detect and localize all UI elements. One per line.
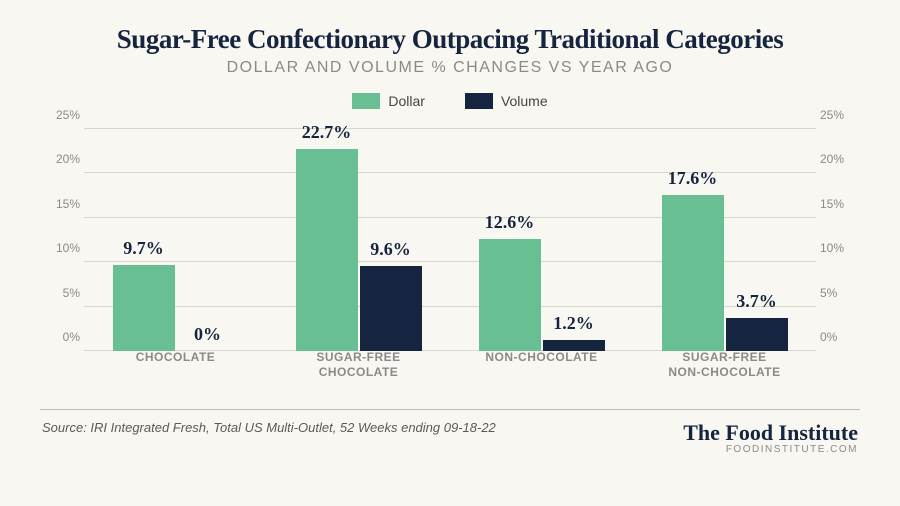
ytick-left: 0%: [40, 330, 80, 344]
legend-swatch-dollar: [352, 93, 380, 109]
plot: 9.7%0%22.7%9.6%12.6%1.2%17.6%3.7%: [84, 129, 816, 351]
brand-name: The Food Institute: [683, 420, 858, 446]
ytick-right: 0%: [820, 330, 860, 344]
legend-item-volume: Volume: [465, 93, 548, 109]
bar-value-label: 3.7%: [697, 291, 817, 312]
x-category-label: NON-CHOCOLATE: [450, 350, 633, 379]
legend: Dollar Volume: [40, 93, 860, 109]
bar-group: 9.7% 0%: [84, 129, 267, 351]
bar-volume: 9.6%: [360, 266, 422, 351]
bar-value-label: 17.6%: [633, 168, 753, 189]
bar-groups: 9.7%0%22.7%9.6%12.6%1.2%17.6%3.7%: [84, 129, 816, 351]
ytick-right: 5%: [820, 286, 860, 300]
ytick-right: 20%: [820, 152, 860, 166]
legend-label-volume: Volume: [501, 93, 548, 109]
bar-dollar: 17.6%: [662, 195, 724, 351]
bar-group: 12.6% 1.2%: [450, 129, 633, 351]
ytick-right: 10%: [820, 241, 860, 255]
legend-label-dollar: Dollar: [388, 93, 425, 109]
bar-value-label: 1.2%: [514, 313, 634, 334]
ytick-left: 20%: [40, 152, 80, 166]
ytick-right: 25%: [820, 108, 860, 122]
bar-value-label: 9.7%: [84, 238, 204, 259]
legend-item-dollar: Dollar: [352, 93, 425, 109]
chart-area: 9.7%0%22.7%9.6%12.6%1.2%17.6%3.7% CHOCOL…: [40, 129, 860, 379]
ytick-right: 15%: [820, 197, 860, 211]
bar-value-label: 12.6%: [450, 212, 570, 233]
legend-swatch-volume: [465, 93, 493, 109]
footer: Source: IRI Integrated Fresh, Total US M…: [40, 420, 860, 455]
x-category-label: SUGAR-FREENON-CHOCOLATE: [633, 350, 816, 379]
bar-value-label: 9.6%: [331, 239, 451, 260]
bar-group: 22.7%9.6%: [267, 129, 450, 351]
x-axis: CHOCOLATESUGAR-FREECHOCOLATENON-CHOCOLAT…: [84, 350, 816, 379]
x-category-label: CHOCOLATE: [84, 350, 267, 379]
brand: The Food Institute FOODINSTITUTE.COM: [683, 420, 858, 455]
chart-subtitle: DOLLAR AND VOLUME % CHANGES VS YEAR AGO: [40, 59, 860, 77]
source-text: Source: IRI Integrated Fresh, Total US M…: [42, 420, 496, 435]
ytick-left: 15%: [40, 197, 80, 211]
chart-title: Sugar-Free Confectionary Outpacing Tradi…: [40, 24, 860, 55]
ytick-left: 25%: [40, 108, 80, 122]
bar-group: 17.6%3.7%: [633, 129, 816, 351]
bar-value-label: 22.7%: [267, 122, 387, 143]
ytick-left: 5%: [40, 286, 80, 300]
bar-value-label: 0%: [148, 324, 268, 345]
bar-volume: 3.7%: [726, 318, 788, 351]
ytick-left: 10%: [40, 241, 80, 255]
x-category-label: SUGAR-FREECHOCOLATE: [267, 350, 450, 379]
chart-container: Sugar-Free Confectionary Outpacing Tradi…: [0, 0, 900, 455]
divider: [40, 409, 860, 410]
